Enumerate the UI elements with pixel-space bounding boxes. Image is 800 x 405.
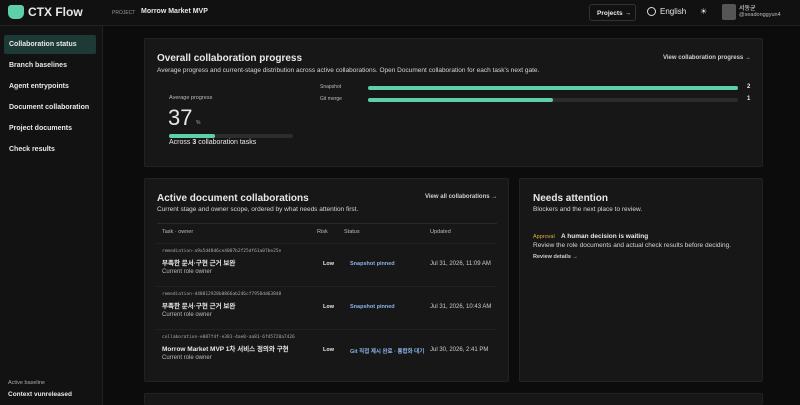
- stage-count: 1: [747, 96, 751, 102]
- stage-bar: [368, 86, 738, 90]
- nav-item[interactable]: Agent entrypoints: [9, 83, 69, 90]
- headline: A human decision is waiting: [561, 233, 649, 240]
- task-owner: Current role owner: [162, 269, 212, 275]
- project-label: PROJECT: [112, 10, 136, 16]
- updated: Jul 31, 2026, 11:09 AM: [430, 261, 491, 267]
- column-header: Updated: [430, 229, 451, 235]
- column-header: Risk: [317, 229, 328, 235]
- progress-card: Overall collaboration progress Average p…: [144, 38, 763, 167]
- collaborations-card: Active document collaborations Current s…: [144, 178, 509, 382]
- row-divider: [157, 286, 497, 287]
- language[interactable]: English: [660, 7, 687, 16]
- tasks-suffix: collaboration tasks: [198, 139, 257, 146]
- user-handle: @seadonggyun4: [739, 12, 781, 18]
- divider: [157, 223, 497, 224]
- body: Review the role documents and actual che…: [533, 242, 731, 249]
- user-name: 서동균: [739, 6, 756, 12]
- logo[interactable]: CTX Flow: [28, 5, 83, 19]
- task-name[interactable]: 부족한 문서·구현 근거 보완: [162, 260, 236, 267]
- link[interactable]: View collaboration progress →: [663, 55, 751, 61]
- attention-card: Needs attention Blockers and the next pl…: [519, 178, 763, 382]
- status: Git 직접 제시 완료 · 통합화 대기: [350, 349, 425, 355]
- tasks-count: 3: [192, 139, 197, 146]
- stage-track: [368, 86, 738, 90]
- stage-bar: [368, 98, 553, 102]
- task-name[interactable]: 부족한 문서·구현 근거 보완: [162, 303, 236, 310]
- stage-track: [368, 98, 738, 102]
- next-card: [144, 393, 763, 405]
- average-value: 37: [168, 105, 193, 130]
- baseline-value: Context vunreleased: [8, 391, 72, 398]
- avatar: [722, 4, 736, 20]
- card-subtitle: Average progress and current-stage distr…: [157, 67, 540, 74]
- sidebar: Collaboration status Branch baselines Agen…: [0, 26, 103, 405]
- average-bar: [169, 134, 215, 138]
- task-id: remediation-a9a5d48d6ce4007b2f25df61a07b…: [162, 249, 282, 254]
- row-divider: [157, 329, 497, 330]
- risk: Low: [323, 347, 334, 353]
- project-name[interactable]: Morrow Market MVP: [141, 8, 208, 15]
- card-title: Active document collaborations: [157, 193, 309, 204]
- tasks-line: Across 3 collaboration tasks: [169, 139, 256, 146]
- link[interactable]: View all collaborations →: [425, 194, 498, 200]
- average-track: [169, 134, 293, 138]
- top-bar: CTX Flow PROJECT Morrow Market MVP Proje…: [0, 0, 800, 26]
- card-title: Needs attention: [533, 193, 609, 204]
- risk: Low: [323, 261, 334, 267]
- average-unit: %: [196, 120, 201, 126]
- baseline-label: Active baseline: [8, 380, 45, 386]
- tag: Approval: [533, 234, 555, 240]
- average-label: Average progress: [169, 95, 213, 101]
- nav-item[interactable]: Collaboration status: [4, 35, 96, 54]
- risk: Low: [323, 304, 334, 310]
- logo-icon: [8, 5, 24, 19]
- theme-toggle[interactable]: ☀: [700, 7, 708, 16]
- status: Snapshot pinned: [350, 304, 395, 310]
- nav-item[interactable]: Branch baselines: [9, 62, 67, 69]
- status: Snapshot pinned: [350, 261, 395, 267]
- card-subtitle: Blockers and the next place to review.: [533, 206, 643, 213]
- updated: Jul 31, 2026, 10:43 AM: [430, 304, 492, 310]
- task-owner: Current role owner: [162, 312, 212, 318]
- card-subtitle: Current stage and owner scope, ordered b…: [157, 206, 359, 213]
- row-divider: [157, 243, 497, 244]
- nav-item[interactable]: Document collaboration: [9, 104, 90, 111]
- task-owner: Current role owner: [162, 355, 212, 361]
- nav-item[interactable]: Project documents: [9, 125, 73, 132]
- stage-name: Git merge: [320, 96, 342, 102]
- globe-icon: [647, 7, 656, 16]
- nav-item[interactable]: Check results: [9, 146, 55, 153]
- card-title: Overall collaboration progress: [157, 53, 303, 64]
- task-name[interactable]: Morrow Market MVP 1차 서비스 정의와 구현: [162, 346, 289, 353]
- task-id: remediation-d48012928b0866ab246cf7958dd6…: [162, 292, 282, 297]
- stage-count: 2: [747, 84, 751, 90]
- link[interactable]: Review details →: [533, 254, 578, 260]
- updated: Jul 30, 2026, 2:41 PM: [430, 347, 489, 353]
- tasks-prefix: Across: [169, 139, 191, 146]
- projects-button[interactable]: Projects →: [589, 4, 636, 21]
- column-header: Task · owner: [162, 229, 194, 235]
- task-id: collaboration-e087f4f-e381-4ae0-aa81-6f4…: [162, 335, 295, 340]
- column-header: Status: [344, 229, 360, 235]
- stage-name: Snapshot: [320, 84, 342, 90]
